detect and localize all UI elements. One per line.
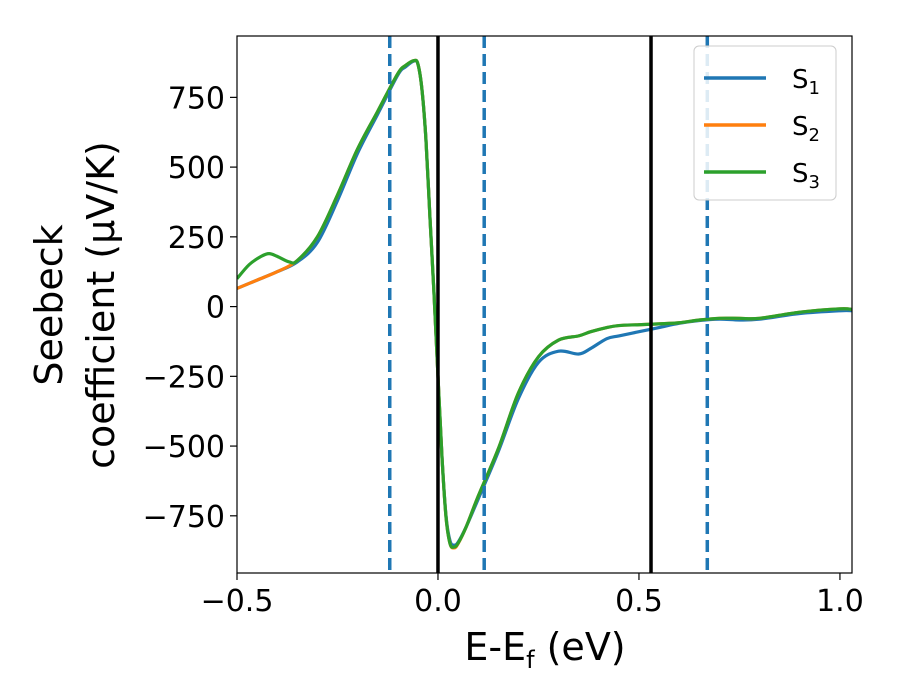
y-tick-label: −250 <box>143 360 225 395</box>
legend-frame <box>693 45 837 201</box>
y-tick-label: 750 <box>168 81 225 116</box>
y-axis-ticks: −750 −500 −250 0 250 500 750 <box>143 81 237 535</box>
legend-label-s1: S1 <box>792 65 820 99</box>
x-tick-label: 0.0 <box>414 584 462 619</box>
y-tick-label: −750 <box>143 500 225 535</box>
y-tick-label: 250 <box>168 221 225 256</box>
series-line-s3 <box>237 58 852 549</box>
x-axis-label: E-Ef (eV) <box>464 625 625 674</box>
y-tick-label: 500 <box>168 151 225 186</box>
x-tick-label: 0.5 <box>615 584 663 619</box>
y-axis-label: Seebeck coefficient (μV/K) <box>27 141 123 469</box>
legend-label-s3: S3 <box>792 159 820 193</box>
y-axis-label-line1: Seebeck <box>27 224 71 385</box>
series-lines <box>237 58 852 550</box>
x-tick-label: −0.5 <box>201 584 274 619</box>
plot-frame <box>236 35 853 574</box>
y-tick-label: −500 <box>143 430 225 465</box>
legend-label-s2: S2 <box>792 112 820 146</box>
legend: S1 S2 S3 <box>693 45 837 201</box>
y-axis-label-line2: coefficient (μV/K) <box>79 141 123 469</box>
vertical-reference-lines <box>387 36 710 573</box>
x-tick-label: 1.0 <box>816 584 864 619</box>
x-axis-ticks: −0.5 0.0 0.5 1.0 <box>201 573 864 619</box>
y-tick-label: 0 <box>206 291 225 326</box>
